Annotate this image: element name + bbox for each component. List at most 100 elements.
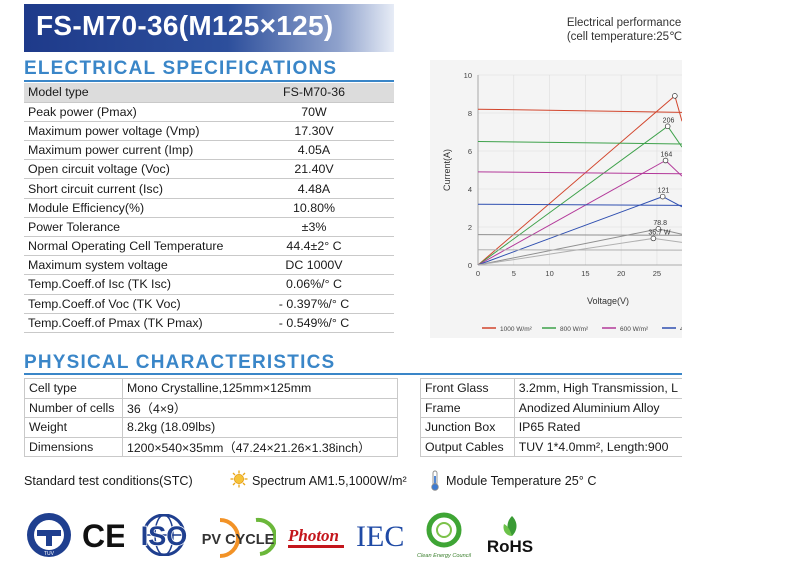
power-curve xyxy=(477,196,663,266)
iv-curve xyxy=(477,141,682,145)
iso-logo-text: ISO xyxy=(141,521,188,551)
sun-icon xyxy=(230,470,248,491)
x-axis-label: Voltage(V) xyxy=(587,296,629,306)
power-curve-tail xyxy=(653,237,682,243)
legend-label: 1000 W/m² xyxy=(500,326,533,333)
certification-logos: TUV CE ISO PV CYCLE Photon IEC Clean Ene… xyxy=(24,510,544,566)
physical-row-value: TUV 1*4.0mm², Length:900 xyxy=(513,436,682,457)
spec-row: Open circuit voltage (Voc) 21.40V xyxy=(24,159,394,180)
chart-title-line1: Electrical performance xyxy=(566,17,682,29)
spec-row-value: 4.05A xyxy=(234,140,394,161)
spec-row: Temp.Coeff.of Isc (TK Isc) 0.06%/° C xyxy=(24,274,394,295)
spec-row-label: Maximum power voltage (Vmp) xyxy=(24,121,234,142)
x-tick-label: 5 xyxy=(512,269,516,278)
physical-row: Number of cells 36（4×9） xyxy=(24,397,398,418)
spec-row-label: Maximum power current (Imp) xyxy=(24,140,234,161)
y-tick-label: 0 xyxy=(468,261,472,270)
physical-row-label: Number of cells xyxy=(24,397,123,418)
power-curve xyxy=(477,125,668,266)
physical-row-label: Frame xyxy=(420,397,515,418)
spec-row: Maximum power current (Imp) 4.05A xyxy=(24,140,394,161)
spec-row: Power Tolerance ±3% xyxy=(24,217,394,238)
mpp-marker xyxy=(659,193,666,200)
product-title: FS-M70-36(M125×125) xyxy=(36,10,334,41)
physical-row: Front Glass 3.2mm, High Transmission, L xyxy=(420,378,682,399)
spec-row-label: Power Tolerance xyxy=(24,217,234,238)
iec-logo: IEC xyxy=(356,520,404,553)
iv-curve xyxy=(477,203,682,206)
spec-row-value: DC 1000V xyxy=(234,255,394,276)
mpp-marker xyxy=(650,235,657,242)
stc-row: Standard test conditions(STC) xyxy=(24,474,193,488)
physical-table-right: Front Glass 3.2mm, High Transmission, L Fr… xyxy=(420,378,682,457)
thermometer-icon xyxy=(430,470,440,495)
mpp-marker xyxy=(672,93,678,99)
clean-energy-council-logo: Clean Energy Council xyxy=(417,512,472,559)
physical-row-value: 8.2kg (18.09lbs) xyxy=(122,417,398,438)
mpp-marker xyxy=(664,123,671,130)
physical-row: Dimensions 1200×540×35mm（47.24×21.26×1.38… xyxy=(24,436,398,457)
spec-header-row: Model type FS-M70-36 xyxy=(24,83,394,103)
physical-row-label: Cell type xyxy=(24,378,123,399)
spec-row-label: Temp.Coeff.of Pmax (TK Pmax) xyxy=(24,313,234,333)
chart-title: Electrical performance (cell temperature… xyxy=(567,16,682,44)
x-tick-label: 15 xyxy=(581,269,589,278)
spec-row-label: Open circuit voltage (Voc) xyxy=(24,159,234,180)
iv-curve xyxy=(477,234,682,236)
electrical-spec-table: Model type FS-M70-36 Peak power (Pmax) 70… xyxy=(24,83,394,333)
spec-row: Maximum power voltage (Vmp) 17.30V xyxy=(24,121,394,142)
power-data-label: 164 xyxy=(661,152,673,159)
physical-heading-rule xyxy=(24,373,682,375)
power-curve xyxy=(477,95,676,266)
physical-row-value: 36（4×9） xyxy=(122,397,398,418)
physical-row-label: Output Cables xyxy=(420,436,515,457)
spec-header-value: FS-M70-36 xyxy=(234,83,394,103)
spec-row-value: - 0.397%/° C xyxy=(234,294,394,314)
spec-row-label: Short circuit current (Isc) xyxy=(24,178,234,199)
spec-row-value: 21.40V xyxy=(234,159,394,180)
spec-row-label: Temp.Coeff.of Isc (TK Isc) xyxy=(24,274,234,295)
power-curve xyxy=(477,228,659,266)
spec-row: Peak power (Pmax) 70W xyxy=(24,102,394,122)
spec-row-value: - 0.549%/° C xyxy=(234,313,394,333)
physical-table-left: Cell type Mono Crystalline,125mm×125mm Num… xyxy=(24,378,398,457)
power-curve-tail xyxy=(667,126,682,148)
spec-row-value: 10.80% xyxy=(234,198,394,218)
spec-row-value: ±3% xyxy=(234,217,394,238)
mpp-marker xyxy=(655,226,662,232)
power-data-label: 121 xyxy=(658,188,670,195)
iv-curve xyxy=(477,171,682,175)
spec-row-value: 0.06%/° C xyxy=(234,274,394,295)
physical-row-label: Dimensions xyxy=(24,436,123,457)
rohs-logo-text: RoHS xyxy=(487,537,533,556)
y-tick-label: 2 xyxy=(468,223,472,232)
product-title-banner: FS-M70-36(M125×125) xyxy=(24,4,394,52)
electrical-heading: ELECTRICAL SPECIFICATIONS xyxy=(24,58,338,79)
tuv-logo-text: TUV xyxy=(44,551,55,557)
spec-row: Module Efficiency(%) 10.80% xyxy=(24,198,394,218)
power-curve-tail xyxy=(674,95,682,122)
spec-row-value: 70W xyxy=(234,102,394,122)
spec-row: Maximum system voltage DC 1000V xyxy=(24,255,394,276)
spec-row-label: Module Efficiency(%) xyxy=(24,198,234,218)
mpp-marker xyxy=(662,157,669,164)
photon-logo: Photon xyxy=(287,526,344,548)
power-curve-tail xyxy=(658,228,682,235)
spec-row-label: Maximum system voltage xyxy=(24,255,234,276)
power-curve xyxy=(477,160,666,266)
iv-curve-chart: 0 2 4 6 8 10 0 5 10 15 20 25 Voltage(V) Current(A) 206… xyxy=(430,60,682,338)
spec-row-label: Temp.Coeff.of Voc (TK Voc) xyxy=(24,294,234,314)
y-tick-label: 4 xyxy=(468,185,472,194)
legend-label: 400 xyxy=(680,326,682,333)
spec-row: Short circuit current (Isc) 4.48A xyxy=(24,178,394,199)
iso-logo: ISO xyxy=(140,514,188,556)
spec-row: Normal Operating Cell Temperature 44.4±2°… xyxy=(24,236,394,257)
x-tick-label: 0 xyxy=(476,269,480,278)
physical-heading: PHYSICAL CHARACTERISTICS xyxy=(24,352,336,373)
x-tick-label: 10 xyxy=(545,269,553,278)
spec-row-value: 44.4±2° C xyxy=(234,236,394,257)
module-temp-label: Module Temperature 25° C xyxy=(446,474,597,488)
power-curve xyxy=(477,237,654,266)
pv-cycle-logo-text: PV CYCLE xyxy=(202,532,275,548)
spectrum-label: Spectrum AM1.5,1000W/m² xyxy=(252,474,407,488)
